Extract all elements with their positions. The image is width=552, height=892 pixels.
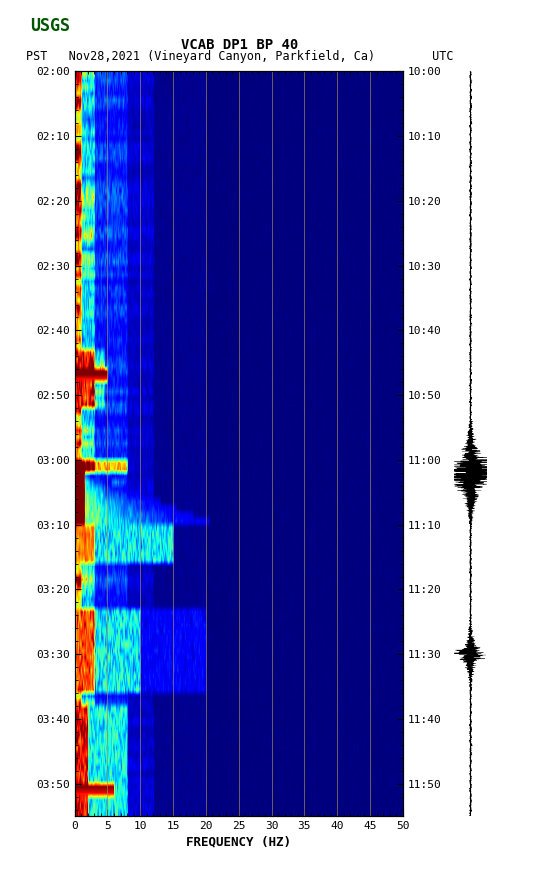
Polygon shape [11,10,17,21]
Text: VCAB DP1 BP 40: VCAB DP1 BP 40 [182,37,299,52]
Text: PST   Nov28,2021 (Vineyard Canyon, Parkfield, Ca)        UTC: PST Nov28,2021 (Vineyard Canyon, Parkfie… [26,50,454,62]
X-axis label: FREQUENCY (HZ): FREQUENCY (HZ) [186,835,291,848]
Text: USGS: USGS [30,17,70,35]
Polygon shape [6,10,11,28]
